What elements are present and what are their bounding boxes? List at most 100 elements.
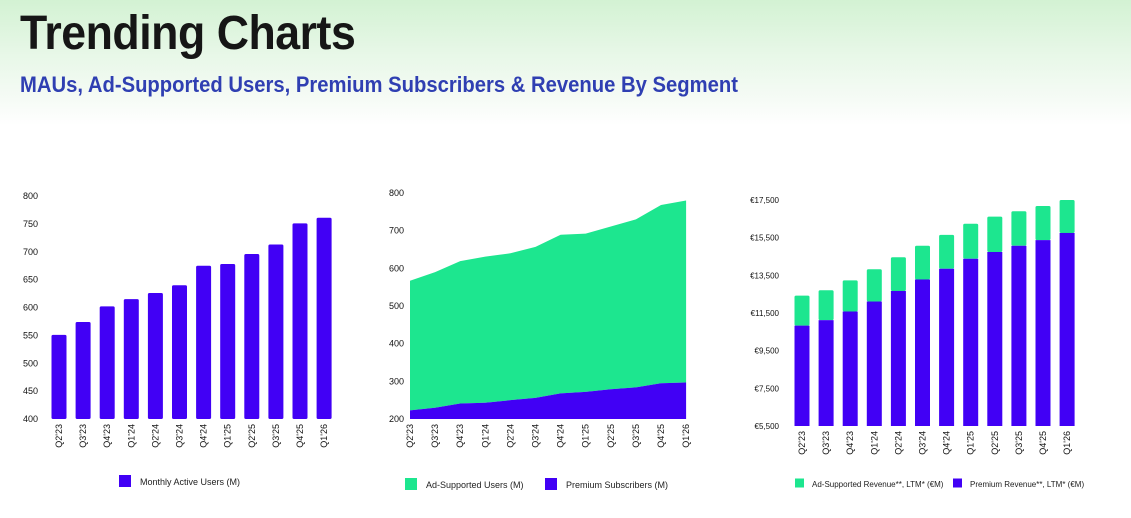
bar-ad-supported-revenue xyxy=(1035,206,1051,241)
x-tick-label: Q4'25 xyxy=(295,424,305,448)
bar-ad-supported-revenue xyxy=(915,245,930,280)
x-tick-label: Q4'23 xyxy=(455,424,465,448)
y-tick-label: €9,500 xyxy=(755,347,780,356)
bar-premium-revenue xyxy=(794,325,810,426)
legend-label: Premium Revenue**, LTM* (€M) xyxy=(970,480,1084,489)
x-tick-label: Q4'24 xyxy=(556,424,566,448)
bar-ad-supported-revenue xyxy=(842,280,858,312)
x-tick-label: Q4'23 xyxy=(845,431,855,455)
x-tick-label: Q4'23 xyxy=(102,424,112,448)
y-tick-label: 500 xyxy=(23,358,38,368)
y-tick-label: 800 xyxy=(389,188,404,198)
x-tick-label: Q3'23 xyxy=(430,424,440,448)
x-tick-label: Q3'25 xyxy=(271,424,281,448)
x-tick-label: Q3'23 xyxy=(78,424,88,448)
x-tick-label: Q1'26 xyxy=(681,424,691,448)
y-tick-label: 700 xyxy=(389,226,404,236)
y-tick-label: 650 xyxy=(23,275,38,285)
bar-premium-revenue xyxy=(963,258,979,426)
x-tick-label: Q2'25 xyxy=(990,431,1000,455)
bar-ad-supported-revenue xyxy=(794,295,810,326)
bar xyxy=(51,334,67,419)
area-ad-supported-users xyxy=(410,200,687,411)
bar-premium-revenue xyxy=(866,301,882,426)
bar xyxy=(172,285,187,419)
bar-ad-supported-revenue xyxy=(1059,200,1075,233)
y-tick-label: 400 xyxy=(23,414,38,424)
x-tick-label: Q2'23 xyxy=(797,431,807,455)
bar-ad-supported-revenue xyxy=(987,216,1003,252)
legend-swatch xyxy=(405,478,417,490)
x-tick-label: Q1'26 xyxy=(319,424,329,448)
bar-premium-revenue xyxy=(842,311,858,426)
bar xyxy=(123,299,139,419)
y-tick-label: 200 xyxy=(389,414,404,424)
legend-label: Premium Subscribers (M) xyxy=(566,480,668,490)
y-tick-label: €5,500 xyxy=(755,422,780,431)
y-tick-label: 600 xyxy=(389,263,404,273)
bar xyxy=(244,253,260,419)
bar-premium-revenue xyxy=(1011,245,1027,426)
bar xyxy=(316,217,332,419)
legend-label: Monthly Active Users (M) xyxy=(140,477,240,487)
bar-premium-revenue xyxy=(939,268,955,426)
bar xyxy=(147,293,163,419)
y-tick-label: 800 xyxy=(23,191,38,201)
bar-premium-revenue xyxy=(1035,240,1051,426)
y-tick-label: 400 xyxy=(389,339,404,349)
x-tick-label: Q1'24 xyxy=(126,424,136,448)
x-tick-label: Q3'24 xyxy=(531,424,541,448)
x-tick-label: Q2'25 xyxy=(606,424,616,448)
bar xyxy=(292,223,308,419)
x-tick-label: Q3'25 xyxy=(1014,431,1024,455)
bar-ad-supported-revenue xyxy=(866,269,882,302)
legend-swatch xyxy=(119,475,131,487)
y-tick-label: €7,500 xyxy=(755,384,780,393)
y-tick-label: 550 xyxy=(23,330,38,340)
bar-premium-revenue xyxy=(987,251,1003,426)
bar-ad-supported-revenue xyxy=(890,257,906,291)
x-tick-label: Q1'25 xyxy=(966,431,976,455)
bar-ad-supported-revenue xyxy=(818,290,834,321)
x-tick-label: Q4'25 xyxy=(1038,431,1048,455)
legend-swatch xyxy=(545,478,557,490)
legend-label: Ad-Supported Users (M) xyxy=(426,480,524,490)
x-tick-label: Q4'24 xyxy=(199,424,209,448)
y-tick-label: €17,500 xyxy=(750,196,779,205)
x-tick-label: Q1'25 xyxy=(581,424,591,448)
x-tick-label: Q3'24 xyxy=(918,431,928,455)
y-tick-label: €13,500 xyxy=(750,271,779,280)
bar xyxy=(268,244,284,419)
bar-premium-revenue xyxy=(915,279,930,426)
x-tick-label: Q1'26 xyxy=(1062,431,1072,455)
y-tick-label: €11,500 xyxy=(751,309,780,318)
x-tick-label: Q3'24 xyxy=(175,424,185,448)
y-tick-label: 600 xyxy=(23,303,38,313)
x-tick-label: Q3'23 xyxy=(821,431,831,455)
x-tick-label: Q1'24 xyxy=(480,424,490,448)
y-tick-label: 300 xyxy=(389,376,404,386)
legend-swatch xyxy=(953,478,962,488)
x-tick-label: Q1'25 xyxy=(223,424,233,448)
bar-ad-supported-revenue xyxy=(939,234,955,269)
legend-label: Ad-Supported Revenue**, LTM* (€M) xyxy=(812,480,944,489)
bar-premium-revenue xyxy=(818,320,834,426)
y-tick-label: 450 xyxy=(23,386,38,396)
x-tick-label: Q2'23 xyxy=(54,424,64,448)
bar xyxy=(75,321,91,419)
bar-premium-revenue xyxy=(1059,232,1075,426)
y-tick-label: €15,500 xyxy=(750,234,779,243)
bar xyxy=(196,265,212,419)
y-tick-label: 500 xyxy=(389,301,404,311)
x-tick-label: Q2'23 xyxy=(405,424,415,448)
x-tick-label: Q4'25 xyxy=(656,424,666,448)
area-premium-subscribers xyxy=(410,382,687,419)
bar-premium-revenue xyxy=(890,290,906,426)
x-tick-label: Q2'24 xyxy=(893,431,903,455)
x-tick-label: Q4'24 xyxy=(942,431,952,455)
bar-ad-supported-revenue xyxy=(1011,211,1027,246)
bar xyxy=(220,264,236,419)
